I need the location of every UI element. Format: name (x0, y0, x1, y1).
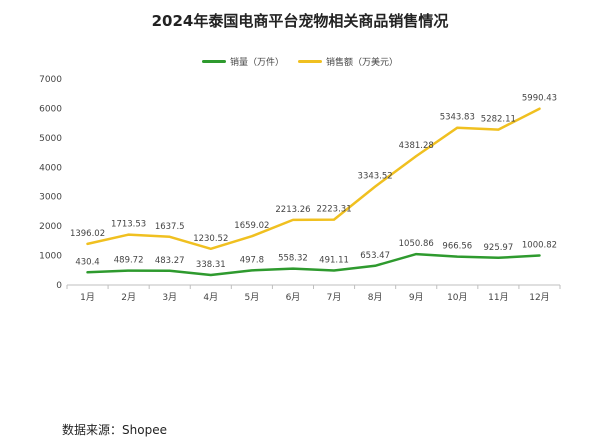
chart-title: 2024年泰国电商平台宠物相关商品销售情况 (151, 12, 449, 30)
y-tick-label: 7000 (39, 75, 62, 85)
legend-item-sales-volume: 销量（万件） (201, 55, 284, 68)
data-label: 1050.86 (399, 239, 434, 249)
series-line (86, 107, 541, 251)
y-tick-label: 1000 (39, 252, 62, 262)
x-tick-label: 9月 (409, 292, 424, 303)
series-line (86, 252, 541, 277)
data-label: 483.27 (155, 256, 185, 266)
x-tick-label: 7月 (327, 292, 342, 303)
data-label: 1637.5 (155, 222, 185, 232)
y-tick-label: 5000 (39, 134, 62, 144)
y-tick-label: 0 (56, 281, 62, 291)
data-label: 1000.82 (522, 241, 557, 251)
data-label: 5343.83 (440, 113, 475, 123)
data-label: 489.72 (114, 256, 144, 266)
data-label: 1230.52 (193, 234, 228, 244)
legend-swatch-sales-revenue (298, 60, 322, 63)
data-label: 925.97 (484, 243, 514, 253)
y-tick-label: 6000 (39, 104, 62, 114)
data-source-label: 数据来源： (62, 423, 123, 437)
data-source-value: Shopee (122, 423, 167, 437)
data-label: 497.8 (240, 255, 264, 265)
data-label: 1659.02 (234, 221, 269, 231)
y-tick-label: 4000 (39, 163, 62, 173)
data-label: 5990.43 (522, 94, 557, 104)
y-tick-label: 3000 (39, 193, 62, 203)
x-tick-label: 11月 (488, 292, 508, 303)
x-tick-label: 5月 (245, 292, 260, 303)
legend-label-sales-revenue: 销售额（万美元） (326, 58, 399, 68)
legend-label-sales-volume: 销量（万件） (229, 58, 284, 68)
data-source: 数据来源：Shopee (62, 421, 167, 438)
x-tick-label: 4月 (203, 292, 218, 303)
data-label: 1396.02 (70, 229, 105, 239)
legend-item-sales-revenue: 销售额（万美元） (298, 55, 398, 68)
x-tick-label: 12月 (529, 292, 549, 303)
data-label: 4381.28 (399, 141, 434, 151)
x-tick-label: 3月 (162, 292, 177, 303)
y-tick-label: 2000 (39, 222, 62, 232)
data-label: 653.47 (360, 251, 390, 261)
chart-legend: 销量（万件） 销售额（万美元） (0, 55, 600, 68)
data-label: 2213.26 (275, 205, 310, 215)
legend-swatch-sales-volume (201, 60, 226, 63)
data-label: 430.4 (75, 257, 99, 267)
data-label: 338.31 (196, 260, 226, 270)
x-tick-label: 1月 (80, 292, 95, 303)
data-label: 3343.52 (358, 172, 393, 182)
x-tick-label: 8月 (368, 292, 383, 303)
x-tick-label: 10月 (447, 292, 467, 303)
data-label: 491.11 (319, 256, 349, 266)
data-label: 5282.11 (481, 115, 516, 125)
data-label: 2223.31 (316, 205, 351, 215)
data-label: 558.32 (278, 254, 308, 264)
data-label: 966.56 (442, 242, 472, 252)
data-label: 1713.53 (111, 220, 146, 230)
x-tick-label: 6月 (286, 292, 301, 303)
x-tick-label: 2月 (121, 292, 136, 303)
